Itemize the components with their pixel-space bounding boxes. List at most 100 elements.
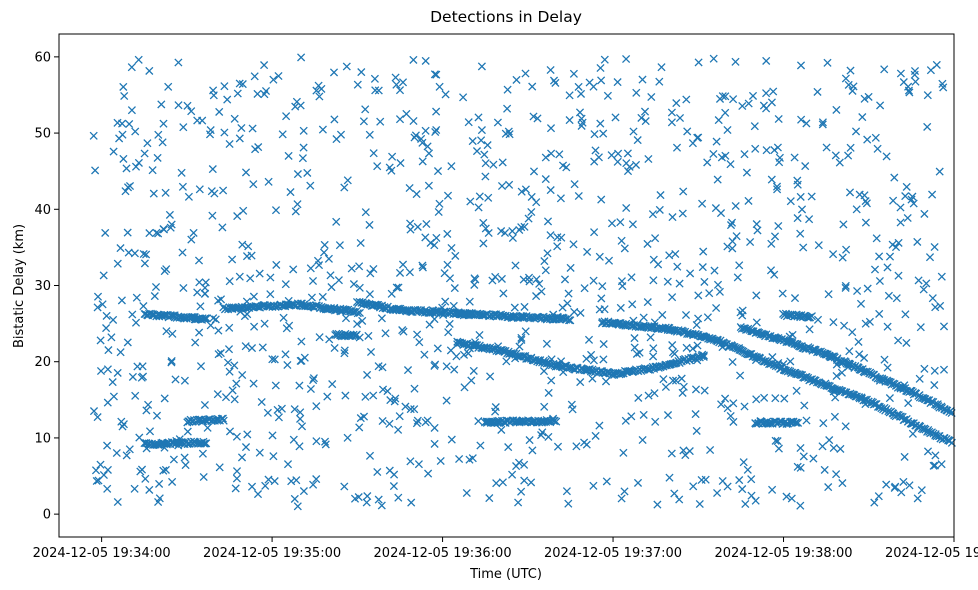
data-point xyxy=(858,113,867,122)
data-point xyxy=(377,501,386,510)
data-point xyxy=(668,213,677,222)
data-point xyxy=(266,273,275,282)
data-point xyxy=(628,300,637,309)
data-point xyxy=(700,386,709,395)
data-point xyxy=(703,313,712,322)
data-point xyxy=(475,330,484,340)
data-point xyxy=(249,379,258,388)
data-point xyxy=(913,237,922,246)
data-point xyxy=(113,259,122,268)
data-point xyxy=(726,160,735,169)
data-point xyxy=(474,417,483,426)
data-point xyxy=(938,79,947,88)
data-point xyxy=(547,376,556,385)
data-point xyxy=(793,418,803,427)
data-point xyxy=(423,142,432,151)
data-point xyxy=(340,183,349,192)
data-point xyxy=(297,337,306,346)
data-point xyxy=(113,497,122,507)
data-point xyxy=(394,493,403,502)
data-points xyxy=(89,53,956,511)
data-point xyxy=(257,397,266,407)
data-point xyxy=(721,92,730,101)
data-point xyxy=(329,68,339,77)
data-point xyxy=(939,322,949,331)
data-point xyxy=(232,474,241,483)
data-point xyxy=(589,481,598,490)
data-point xyxy=(410,384,419,393)
data-point xyxy=(911,77,920,86)
data-point xyxy=(365,451,375,460)
data-point xyxy=(218,414,227,423)
data-point xyxy=(155,479,164,488)
data-point xyxy=(139,249,148,259)
data-point xyxy=(711,204,720,213)
data-point xyxy=(365,130,374,139)
data-point xyxy=(667,449,676,458)
data-point xyxy=(455,454,464,464)
data-point xyxy=(464,349,473,358)
data-point xyxy=(709,149,718,159)
data-point xyxy=(577,114,586,123)
y-tick-label: 30 xyxy=(34,279,51,294)
data-point xyxy=(865,317,874,326)
data-point xyxy=(569,69,578,78)
axis-ticks: 0 10 20 30 40 50 60 2024-12-05 19:34:00 2024-12-… xyxy=(33,50,978,561)
data-point xyxy=(628,220,637,229)
data-point xyxy=(591,146,600,155)
data-point xyxy=(467,376,476,385)
data-point xyxy=(391,394,400,403)
data-point xyxy=(225,139,234,149)
data-point xyxy=(727,218,737,227)
data-point xyxy=(667,108,676,117)
data-point xyxy=(935,167,944,176)
data-point xyxy=(159,225,168,234)
data-point xyxy=(247,251,256,260)
data-point xyxy=(796,61,806,70)
data-point xyxy=(564,316,574,325)
data-point xyxy=(752,291,761,300)
data-point xyxy=(334,276,343,285)
data-point xyxy=(131,127,140,136)
data-point xyxy=(433,167,443,176)
data-point xyxy=(480,150,489,159)
data-point xyxy=(381,329,390,338)
data-point xyxy=(667,118,676,127)
data-point xyxy=(481,159,490,168)
data-point xyxy=(670,489,679,498)
data-point xyxy=(116,348,125,357)
data-point xyxy=(899,78,908,87)
data-point xyxy=(237,123,246,133)
data-point xyxy=(832,371,841,381)
data-point xyxy=(409,55,418,64)
data-point xyxy=(326,271,335,280)
data-point xyxy=(568,405,577,414)
data-point xyxy=(194,256,204,265)
data-point xyxy=(699,352,708,361)
data-point xyxy=(485,494,494,503)
data-point xyxy=(882,152,891,161)
data-point xyxy=(875,309,884,318)
data-point xyxy=(502,357,511,366)
data-point xyxy=(125,119,134,129)
data-point xyxy=(131,391,140,400)
data-point xyxy=(365,290,374,299)
data-point xyxy=(162,265,171,274)
data-point xyxy=(421,418,430,427)
data-point xyxy=(770,333,779,342)
data-point xyxy=(363,370,372,379)
data-point xyxy=(675,279,684,288)
data-point xyxy=(250,72,259,81)
data-point xyxy=(640,107,650,116)
data-point xyxy=(238,370,247,380)
data-point xyxy=(697,475,706,485)
data-point xyxy=(224,345,234,354)
data-point xyxy=(208,211,217,220)
data-point xyxy=(553,442,563,451)
data-point xyxy=(790,153,799,162)
x-tick-label: 2024-12-05 19:35:00 xyxy=(203,546,341,561)
data-point xyxy=(831,151,840,160)
data-point xyxy=(564,289,573,298)
data-point xyxy=(829,318,838,327)
data-point xyxy=(541,153,550,162)
